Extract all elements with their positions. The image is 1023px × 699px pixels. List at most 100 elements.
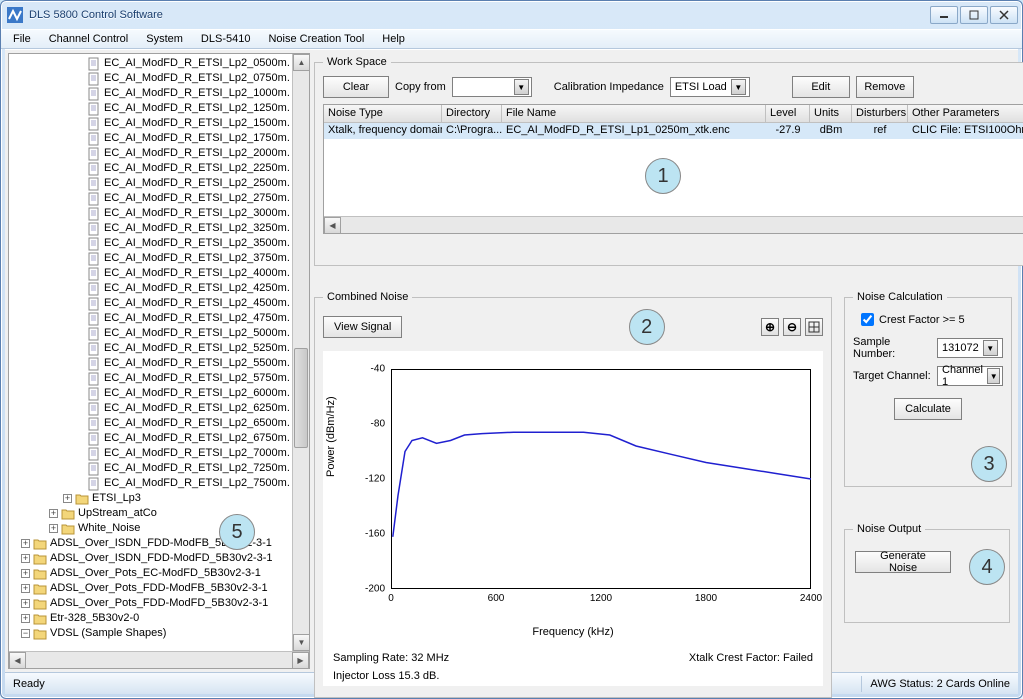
workspace-legend: Work Space [323,56,391,68]
zoom-in-icon[interactable]: ⊕ [761,318,779,336]
tree-file[interactable]: EC_AI_ModFD_R_ETSI_Lp2_4500m. [9,296,292,311]
tree-hscroll[interactable]: ◀ ▶ [9,651,309,668]
tree-file[interactable]: EC_AI_ModFD_R_ETSI_Lp2_0500m. [9,56,292,71]
tree-file[interactable]: EC_AI_ModFD_R_ETSI_Lp2_1000m. [9,86,292,101]
tree-file[interactable]: EC_AI_ModFD_R_ETSI_Lp2_7000m. [9,446,292,461]
tree-file[interactable]: EC_AI_ModFD_R_ETSI_Lp2_3250m. [9,221,292,236]
menu-system[interactable]: System [138,31,191,47]
crest-factor-input[interactable] [861,313,874,326]
clear-button[interactable]: Clear [323,76,389,98]
tree-file[interactable]: EC_AI_ModFD_R_ETSI_Lp2_2250m. [9,161,292,176]
col-level[interactable]: Level [766,105,810,122]
col-directory[interactable]: Directory [442,105,502,122]
col-other[interactable]: Other Parameters [908,105,1023,122]
col-file_name[interactable]: File Name [502,105,766,122]
zoom-fit-icon[interactable] [805,318,823,336]
tree-file[interactable]: EC_AI_ModFD_R_ETSI_Lp2_3750m. [9,251,292,266]
tree-file[interactable]: EC_AI_ModFD_R_ETSI_Lp2_7250m. [9,461,292,476]
tree-file[interactable]: EC_AI_ModFD_R_ETSI_Lp2_2750m. [9,191,292,206]
tree-file[interactable]: EC_AI_ModFD_R_ETSI_Lp2_7500m. [9,476,292,491]
scroll-thumb[interactable] [294,348,308,448]
menu-dls5410[interactable]: DLS-5410 [193,31,259,47]
remove-button[interactable]: Remove [856,76,914,98]
tree-file[interactable]: EC_AI_ModFD_R_ETSI_Lp2_1500m. [9,116,292,131]
tree-folder[interactable]: +ADSL_Over_Pots_EC-ModFD_5B30v2-3-1 [9,566,292,581]
tree-folder[interactable]: +Etr-328_5B30v2-0 [9,611,292,626]
copy-from-dropdown[interactable]: ▼ [452,77,532,97]
y-tick: -40 [351,364,385,375]
scroll-up-icon[interactable]: ▲ [293,54,310,71]
tree-file[interactable]: EC_AI_ModFD_R_ETSI_Lp2_1250m. [9,101,292,116]
cell-units: dBm [810,123,852,139]
tree-file[interactable]: EC_AI_ModFD_R_ETSI_Lp2_5250m. [9,341,292,356]
tree-file[interactable]: EC_AI_ModFD_R_ETSI_Lp2_6000m. [9,386,292,401]
generate-noise-button[interactable]: Generate Noise [855,551,951,573]
table-row[interactable]: Xtalk, frequency domainC:\Progra...EC_AI… [324,123,1023,139]
tree-folder[interactable]: +ADSL_Over_Pots_FDD-ModFB_5B30v2-3-1 [9,581,292,596]
tree-file[interactable]: EC_AI_ModFD_R_ETSI_Lp2_5750m. [9,371,292,386]
tree-file[interactable]: EC_AI_ModFD_R_ETSI_Lp2_2000m. [9,146,292,161]
tree-file[interactable]: EC_AI_ModFD_R_ETSI_Lp2_1750m. [9,131,292,146]
tree-file[interactable]: EC_AI_ModFD_R_ETSI_Lp2_2500m. [9,176,292,191]
scroll-down-icon[interactable]: ▼ [293,634,310,651]
scroll-left-icon[interactable]: ◀ [9,652,26,669]
menu-help[interactable]: Help [374,31,413,47]
sample-number-value: 131072 [942,342,979,354]
tree-file[interactable]: EC_AI_ModFD_R_ETSI_Lp2_4000m. [9,266,292,281]
close-button[interactable] [990,6,1018,24]
crest-factor-checkbox[interactable]: Crest Factor >= 5 [861,313,1003,326]
tree-expander[interactable]: + [21,569,30,578]
tree-file[interactable]: EC_AI_ModFD_R_ETSI_Lp2_6250m. [9,401,292,416]
titlebar[interactable]: DLS 5800 Control Software [1,1,1022,29]
workspace-hscroll[interactable]: ◀ ▶ [324,216,1023,233]
col-disturbers[interactable]: Disturbers [852,105,908,122]
tree-file[interactable]: EC_AI_ModFD_R_ETSI_Lp2_5000m. [9,326,292,341]
noise-curve [391,369,811,589]
tree-file[interactable]: EC_AI_ModFD_R_ETSI_Lp2_3500m. [9,236,292,251]
tree-expander[interactable]: + [21,614,30,623]
tree-vscroll[interactable]: ▲ ▼ [292,54,309,651]
tree-folder[interactable]: −VDSL (Sample Shapes) [9,626,292,641]
target-channel-dropdown[interactable]: Channel 1▼ [937,366,1003,386]
y-tick: -120 [351,474,385,485]
tree-expander[interactable]: − [21,629,30,638]
minimize-button[interactable] [930,6,958,24]
scroll-right-icon[interactable]: ▶ [292,652,309,669]
tree-folder[interactable]: +ADSL_Over_Pots_FDD-ModFD_5B30v2-3-1 [9,596,292,611]
tree-expander[interactable]: + [49,509,58,518]
tree-file[interactable]: EC_AI_ModFD_R_ETSI_Lp2_6500m. [9,416,292,431]
tree-expander[interactable]: + [63,494,72,503]
view-signal-button[interactable]: View Signal [323,316,402,338]
chevron-down-icon: ▼ [987,368,1000,384]
col-noise_type[interactable]: Noise Type [324,105,442,122]
menu-file[interactable]: File [5,31,39,47]
tree-file[interactable]: EC_AI_ModFD_R_ETSI_Lp2_3000m. [9,206,292,221]
scroll-left-icon[interactable]: ◀ [324,217,341,234]
tree-file[interactable]: EC_AI_ModFD_R_ETSI_Lp2_0750m. [9,71,292,86]
tree-file[interactable]: EC_AI_ModFD_R_ETSI_Lp2_6750m. [9,431,292,446]
sample-number-dropdown[interactable]: 131072 ▼ [937,338,1003,358]
col-units[interactable]: Units [810,105,852,122]
target-channel-label: Target Channel: [853,370,933,382]
calib-dropdown[interactable]: ETSI Load▼ [670,77,750,97]
chart-area: -40-80-120-160-200 0600120018002400 Powe… [323,351,823,686]
edit-button[interactable]: Edit [792,76,850,98]
tree-expander[interactable]: + [49,524,58,533]
tree-file[interactable]: EC_AI_ModFD_R_ETSI_Lp2_4750m. [9,311,292,326]
cell-file_name: EC_AI_ModFD_R_ETSI_Lp1_0250m_xtk.enc [502,123,766,139]
status-awg: AWG Status: 2 Cards Online [862,676,1018,692]
tree-file[interactable]: EC_AI_ModFD_R_ETSI_Lp2_5500m. [9,356,292,371]
zoom-out-icon[interactable]: ⊖ [783,318,801,336]
tree-folder[interactable]: +ETSI_Lp3 [9,491,292,506]
tree-expander[interactable]: + [21,584,30,593]
tree-expander[interactable]: + [21,599,30,608]
tree-file[interactable]: EC_AI_ModFD_R_ETSI_Lp2_4250m. [9,281,292,296]
tree-expander[interactable]: + [21,539,30,548]
tree-folder[interactable]: +ADSL_Over_ISDN_FDD-ModFD_5B30v2-3-1 [9,551,292,566]
tree-expander[interactable]: + [21,554,30,563]
chevron-down-icon: ▼ [983,340,998,356]
maximize-button[interactable] [960,6,988,24]
menu-channel-control[interactable]: Channel Control [41,31,137,47]
menu-noise-tool[interactable]: Noise Creation Tool [260,31,372,47]
calculate-button[interactable]: Calculate [894,398,962,420]
